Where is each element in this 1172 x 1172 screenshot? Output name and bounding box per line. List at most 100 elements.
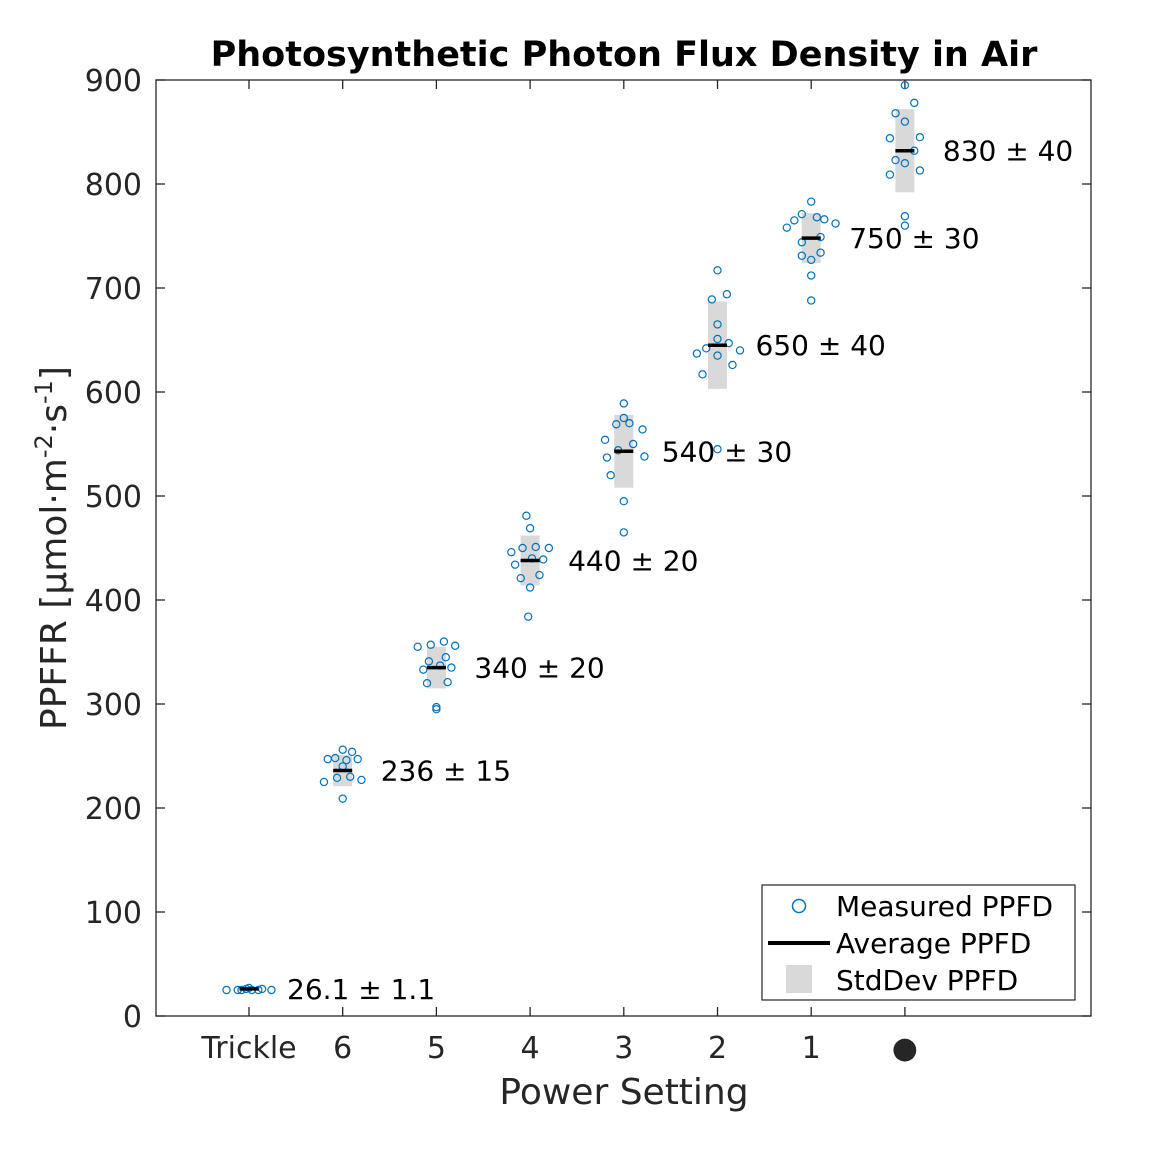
measured-point xyxy=(619,413,629,423)
y-axis-label-exp1: -2 xyxy=(30,434,58,458)
x-tick-label: 3 xyxy=(614,1031,633,1066)
y-tick-label: 400 xyxy=(85,584,142,619)
measured-point xyxy=(612,420,621,429)
measured-point xyxy=(524,612,533,621)
measured-point xyxy=(332,773,342,783)
measured-point xyxy=(319,777,329,787)
measured-point xyxy=(257,984,267,994)
measured-point xyxy=(522,511,531,520)
measured-point xyxy=(816,248,825,257)
measured-point xyxy=(724,338,733,348)
measured-point xyxy=(443,677,452,687)
measured-point xyxy=(342,755,351,765)
measured-point xyxy=(424,657,434,666)
group-6: 236 ± 15 xyxy=(319,745,511,803)
measured-point xyxy=(439,637,449,646)
measured-point xyxy=(807,197,816,206)
x-tick-label: 5 xyxy=(427,1031,446,1066)
measured-point xyxy=(692,349,702,358)
y-tick-label: 700 xyxy=(85,272,142,307)
group-4: 440 ± 20 xyxy=(507,511,698,621)
y-axis-label-unit2: ·s xyxy=(34,404,75,434)
measured-point xyxy=(518,543,527,553)
legend-average-label: Average PPFD xyxy=(836,927,1031,960)
measured-point xyxy=(722,290,732,299)
measured-point xyxy=(698,370,707,379)
measured-point xyxy=(345,772,355,782)
legend: Measured PPFD Average PPFD StdDev PPFD xyxy=(761,884,1076,1001)
y-axis-label-unit1: µmol·m xyxy=(34,458,75,595)
measured-point xyxy=(413,642,422,652)
y-axis-label-exp2: -1 xyxy=(30,380,58,404)
measured-point xyxy=(419,665,428,674)
measured-point xyxy=(267,985,276,995)
measured-point xyxy=(222,985,231,995)
measured-point xyxy=(885,134,895,143)
y-tick-label: 300 xyxy=(85,688,142,723)
legend-measured-label: Measured PPFD xyxy=(836,890,1053,923)
measured-point xyxy=(450,641,460,650)
measured-point xyxy=(539,555,548,564)
measured-point xyxy=(353,754,362,764)
measured-point xyxy=(338,794,347,803)
measured-point xyxy=(797,209,807,219)
y-tick-label: 0 xyxy=(123,1000,142,1035)
measured-point xyxy=(640,452,649,461)
measured-point xyxy=(728,360,737,370)
measured-point xyxy=(422,679,432,688)
group-annotation: 750 ± 30 xyxy=(849,222,979,255)
measured-point xyxy=(619,528,629,537)
measured-point xyxy=(535,570,544,580)
measured-point xyxy=(812,213,822,222)
group-3: 540 ± 30 xyxy=(600,399,792,537)
measured-point xyxy=(544,543,554,553)
group-annotation: 26.1 ± 1.1 xyxy=(287,973,435,1006)
group-annotation: 650 ± 40 xyxy=(756,329,886,362)
measured-point xyxy=(606,471,615,480)
measured-point xyxy=(713,266,722,275)
group-●: 830 ± 40 xyxy=(885,80,1073,230)
measured-point xyxy=(602,453,612,462)
group-annotation: 540 ± 30 xyxy=(662,435,792,468)
measured-point xyxy=(713,445,722,454)
measured-point xyxy=(915,166,925,175)
measured-point xyxy=(426,640,435,649)
y-tick-label: 100 xyxy=(85,896,142,931)
measured-point xyxy=(735,346,745,355)
group-annotation: 340 ± 20 xyxy=(474,652,604,685)
measured-point xyxy=(619,497,629,506)
axes-box xyxy=(155,79,1092,1017)
measured-point xyxy=(628,439,638,449)
y-tick-label: 800 xyxy=(85,168,142,203)
measured-point xyxy=(638,425,647,434)
measured-point xyxy=(338,745,347,754)
measured-point xyxy=(900,80,910,90)
measured-point xyxy=(891,109,900,118)
measured-point xyxy=(820,215,829,224)
measured-point xyxy=(900,212,910,221)
measured-point xyxy=(910,98,919,108)
group-annotation: 440 ± 20 xyxy=(568,544,698,577)
measured-point xyxy=(885,170,895,179)
measured-point xyxy=(713,320,722,329)
x-tick-label: 1 xyxy=(802,1031,821,1066)
measured-point xyxy=(447,663,456,672)
legend-stddev-swatch xyxy=(786,965,812,993)
y-axis-label-suffix: ] xyxy=(34,366,75,380)
measured-point xyxy=(619,399,629,408)
measured-point xyxy=(713,334,722,344)
measured-point xyxy=(900,117,910,126)
measured-point xyxy=(807,296,816,305)
measured-point xyxy=(600,435,610,445)
measured-point xyxy=(357,775,366,785)
chart-title: Photosynthetic Photon Flux Density in Ai… xyxy=(211,35,1039,75)
x-axis-label: Power Setting xyxy=(499,1072,748,1113)
group-2: 650 ± 40 xyxy=(692,266,886,454)
measured-point xyxy=(807,271,816,280)
measured-point xyxy=(331,753,340,763)
measured-point xyxy=(900,158,910,168)
measured-point xyxy=(807,255,816,265)
measured-point xyxy=(915,132,925,142)
group-annotation: 830 ± 40 xyxy=(943,135,1073,168)
